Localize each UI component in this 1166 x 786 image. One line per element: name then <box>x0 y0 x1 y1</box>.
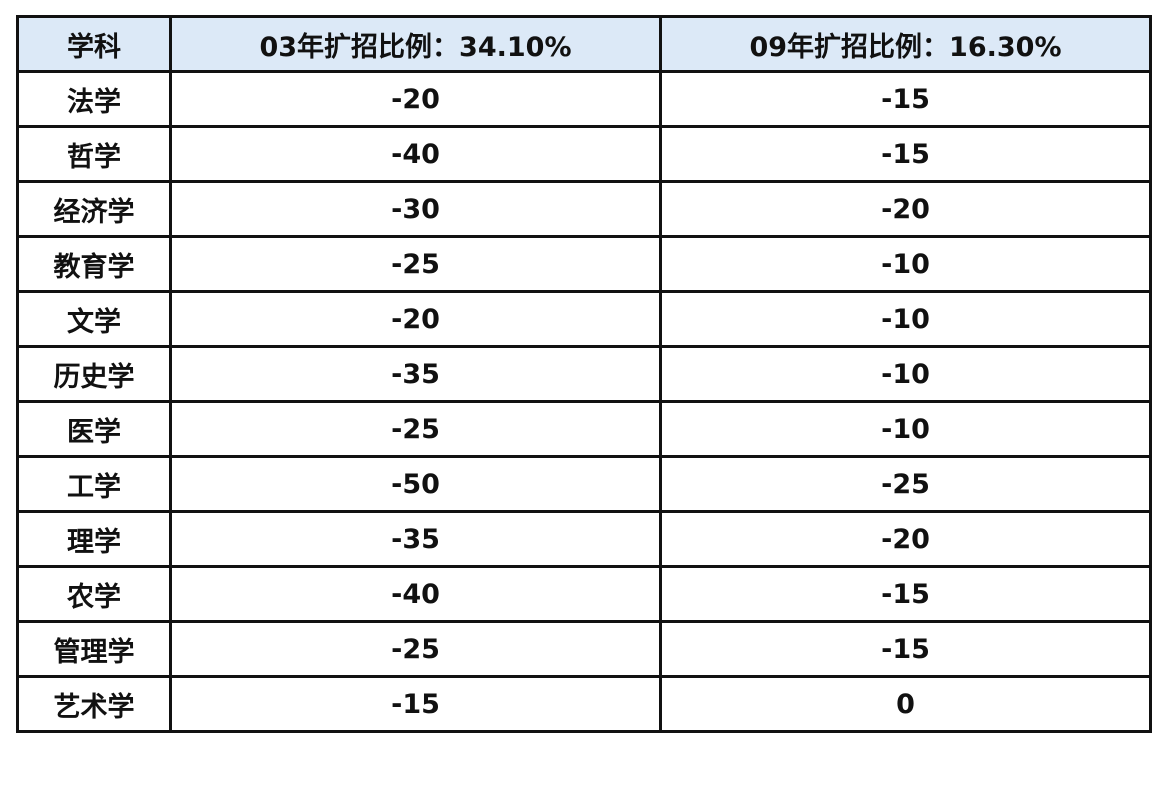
value-2003-cell: -15 <box>169 675 662 733</box>
value-2009-cell: -25 <box>659 455 1152 513</box>
subject-cell: 农学 <box>16 565 172 623</box>
subject-cell: 理学 <box>16 510 172 568</box>
value-2009-cell: -15 <box>659 620 1152 678</box>
value-2009-cell: 0 <box>659 675 1152 733</box>
value-2003-cell: -20 <box>169 70 662 128</box>
column-header-2009-ratio: 09年扩招比例：16.30% <box>659 15 1152 73</box>
value-2009-cell: -10 <box>659 290 1152 348</box>
value-2009-cell: -20 <box>659 180 1152 238</box>
header-row: 学科 03年扩招比例：34.10% 09年扩招比例：16.30% <box>16 15 1152 73</box>
table-row: 历史学 -35 -10 <box>16 345 1152 403</box>
table-row: 理学 -35 -20 <box>16 510 1152 568</box>
value-2003-cell: -20 <box>169 290 662 348</box>
value-2003-cell: -40 <box>169 125 662 183</box>
value-2003-cell: -50 <box>169 455 662 513</box>
subject-cell: 文学 <box>16 290 172 348</box>
value-2003-cell: -35 <box>169 510 662 568</box>
data-table: 学科 03年扩招比例：34.10% 09年扩招比例：16.30% 法学 -20 … <box>16 15 1152 733</box>
table-row: 医学 -25 -10 <box>16 400 1152 458</box>
subject-cell: 工学 <box>16 455 172 513</box>
subject-cell: 经济学 <box>16 180 172 238</box>
value-2009-cell: -15 <box>659 70 1152 128</box>
subject-cell: 艺术学 <box>16 675 172 733</box>
subject-cell: 管理学 <box>16 620 172 678</box>
subject-cell: 医学 <box>16 400 172 458</box>
table-row: 哲学 -40 -15 <box>16 125 1152 183</box>
subject-cell: 历史学 <box>16 345 172 403</box>
subject-cell: 教育学 <box>16 235 172 293</box>
subject-cell: 法学 <box>16 70 172 128</box>
value-2003-cell: -40 <box>169 565 662 623</box>
value-2009-cell: -10 <box>659 345 1152 403</box>
value-2009-cell: -10 <box>659 235 1152 293</box>
table-row: 工学 -50 -25 <box>16 455 1152 513</box>
value-2009-cell: -15 <box>659 565 1152 623</box>
value-2009-cell: -15 <box>659 125 1152 183</box>
value-2009-cell: -20 <box>659 510 1152 568</box>
table-row: 文学 -20 -10 <box>16 290 1152 348</box>
table-row: 法学 -20 -15 <box>16 70 1152 128</box>
table-row: 艺术学 -15 0 <box>16 675 1152 733</box>
table-row: 教育学 -25 -10 <box>16 235 1152 293</box>
value-2003-cell: -25 <box>169 235 662 293</box>
value-2003-cell: -25 <box>169 400 662 458</box>
table-header: 学科 03年扩招比例：34.10% 09年扩招比例：16.30% <box>16 15 1152 73</box>
table-row: 农学 -40 -15 <box>16 565 1152 623</box>
column-header-2003-ratio: 03年扩招比例：34.10% <box>169 15 662 73</box>
table-row: 经济学 -30 -20 <box>16 180 1152 238</box>
table-body: 法学 -20 -15 哲学 -40 -15 经济学 -30 -20 教育学 -2… <box>16 70 1152 733</box>
table-row: 管理学 -25 -15 <box>16 620 1152 678</box>
column-header-subject: 学科 <box>16 15 172 73</box>
subject-cell: 哲学 <box>16 125 172 183</box>
value-2003-cell: -35 <box>169 345 662 403</box>
value-2003-cell: -25 <box>169 620 662 678</box>
value-2003-cell: -30 <box>169 180 662 238</box>
value-2009-cell: -10 <box>659 400 1152 458</box>
